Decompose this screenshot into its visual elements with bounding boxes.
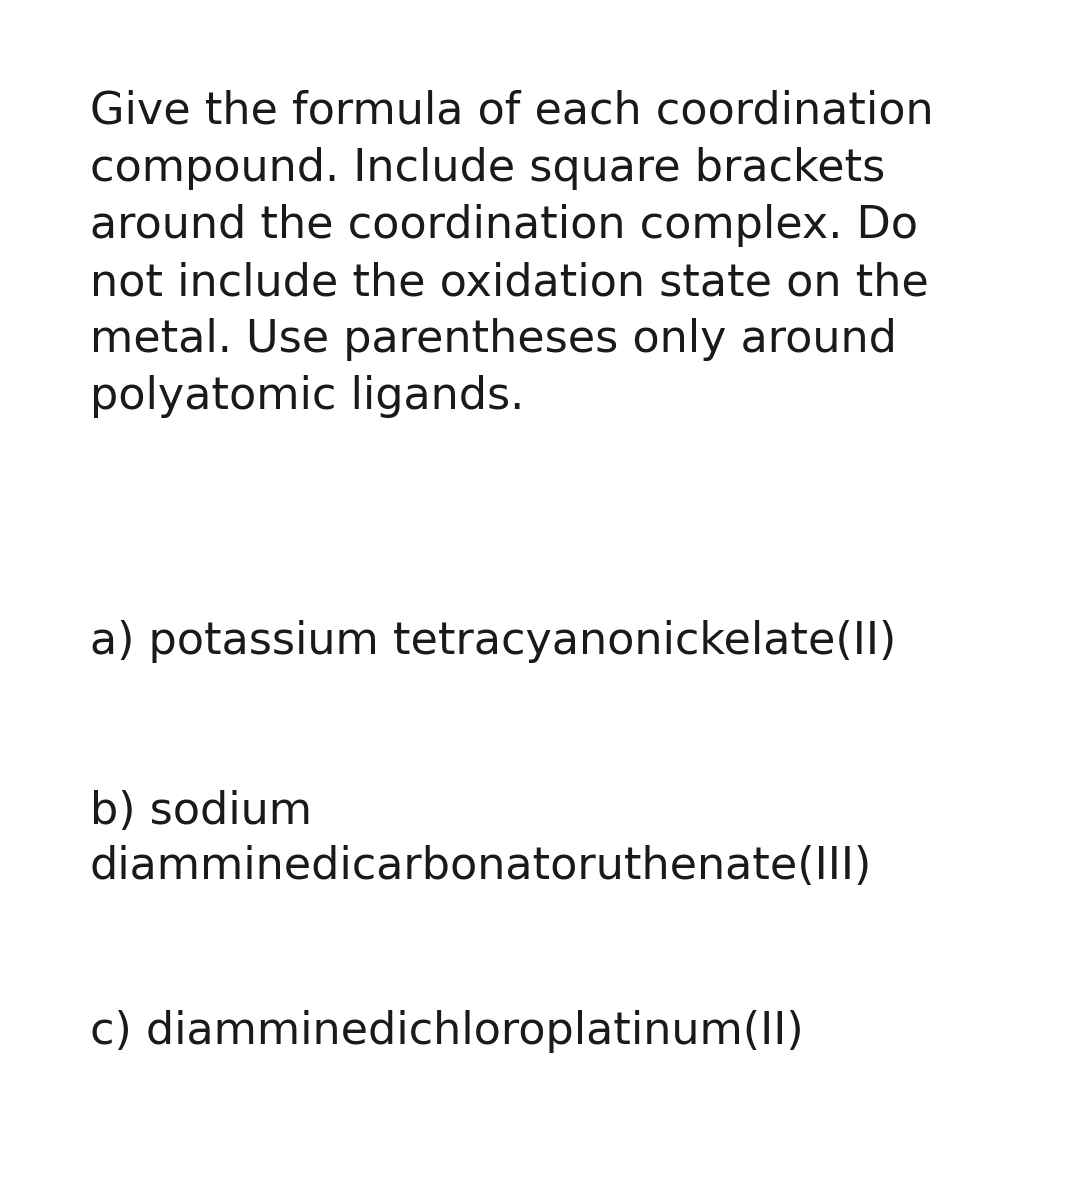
Text: metal. Use parentheses only around: metal. Use parentheses only around	[90, 317, 896, 361]
Text: b) sodium: b) sodium	[90, 789, 312, 833]
Text: compound. Include square brackets: compound. Include square brackets	[90, 147, 886, 190]
Text: polyatomic ligands.: polyatomic ligands.	[90, 375, 524, 419]
Text: around the coordination complex. Do: around the coordination complex. Do	[90, 205, 918, 247]
Text: diamminedicarbonatoruthenate(III): diamminedicarbonatoruthenate(III)	[90, 845, 873, 888]
Text: not include the oxidation state on the: not include the oxidation state on the	[90, 262, 929, 304]
Text: c) diamminedichloroplatinum(II): c) diamminedichloroplatinum(II)	[90, 1009, 804, 1053]
Text: Give the formula of each coordination: Give the formula of each coordination	[90, 90, 933, 133]
Text: a) potassium tetracyanonickelate(II): a) potassium tetracyanonickelate(II)	[90, 619, 896, 663]
